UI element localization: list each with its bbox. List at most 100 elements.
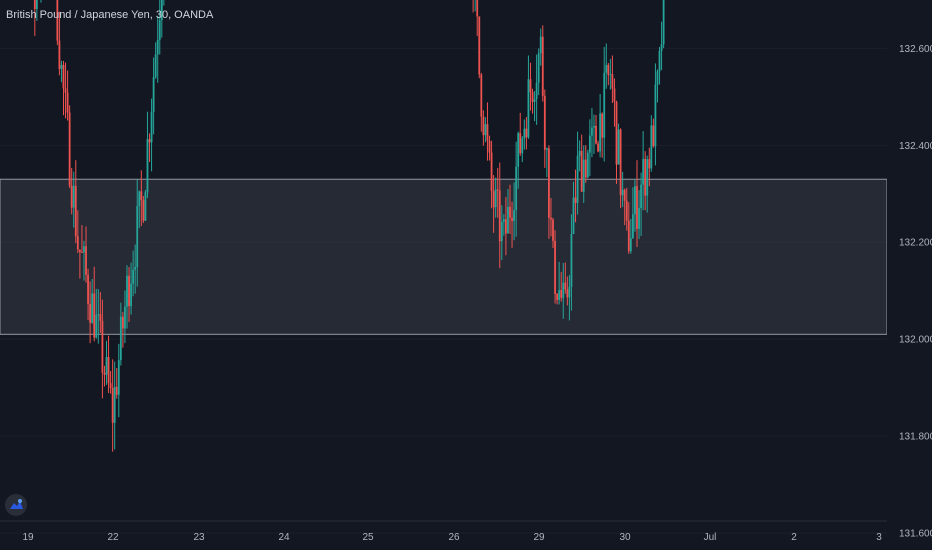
candle-body [636,186,638,229]
candle-body [117,360,120,395]
candle-body [634,186,636,215]
candle-body [511,217,513,221]
candle-body [87,274,89,304]
candle-body [576,155,579,203]
time-tick-label: 19 [22,532,34,543]
candle-body [68,112,71,186]
candle-body [644,158,647,196]
candle-body [33,0,36,10]
time-tick-label: 26 [448,532,460,543]
candle-body [609,74,612,76]
price-tick-label: 131.600 [899,529,932,540]
candle-body [652,125,655,147]
candle-body [107,357,110,384]
candle-body [627,220,630,252]
candle-body [115,386,118,395]
candle-body [78,249,81,252]
candle-body [119,316,122,361]
candle-body [515,166,518,211]
candle-body [486,124,489,141]
candle-body [152,77,155,112]
time-tick-label: 30 [619,532,631,543]
candle-body [595,125,597,144]
candle-body [574,197,577,203]
candle-body [631,214,634,239]
candle-body [97,314,100,316]
candle-body [629,238,632,252]
candle-body [56,0,59,41]
candle-body [656,71,659,85]
candle-body [584,159,587,178]
candle-body [566,289,569,298]
candle-body [478,16,481,75]
candle-body [83,246,85,253]
price-tick-label: 132.400 [899,141,932,152]
candle-body [91,293,94,323]
candle-body [109,383,112,388]
candle-body [160,0,163,21]
candle-body [537,53,540,83]
candle-body [582,159,585,192]
candle-body [535,82,538,100]
candle-body [70,185,73,208]
candle-body [72,185,75,208]
candle-body [599,113,602,152]
candle-body [513,210,515,221]
candle-body [507,206,509,234]
candle-body [126,275,128,307]
candle-body [621,189,624,196]
candle-body [93,293,96,338]
candle-body [586,152,589,178]
candle-body [591,127,593,136]
candle-body [140,191,143,201]
candle-body [150,111,153,143]
candle-body [81,251,83,253]
time-tick-label: 2 [791,532,797,543]
candle-body [539,36,542,54]
candle-body [134,266,137,270]
tradingview-logo-icon[interactable] [5,494,27,516]
candle-body [500,221,503,242]
price-axis-panel[interactable] [887,0,932,550]
candle-body [580,150,583,192]
candle-body [505,219,507,234]
candle-body [623,189,626,201]
time-tick-label: Jul [704,532,717,543]
candle-body [568,286,571,298]
candle-body [482,116,485,136]
zones-layer [0,178,888,335]
candle-body [578,150,581,156]
candle-body [527,79,530,138]
candle-body [496,189,499,191]
candle-body [156,39,159,55]
candle-body [548,148,550,218]
candle-body [136,205,139,267]
candle-body [541,36,544,96]
candle-body [105,357,108,375]
candle-body [603,72,606,138]
candle-body [625,200,628,221]
candle-body [111,387,114,423]
candle-body [121,316,124,329]
candle-body [146,139,149,193]
candle-body [523,128,526,139]
candle-body [66,92,69,113]
candle-body [76,236,79,250]
candle-body [517,133,520,167]
candle-body [103,372,106,375]
candle-body [550,217,552,220]
candle-body [85,246,87,275]
candle-body [525,128,528,138]
candle-body [613,88,616,102]
candle-body [74,185,77,237]
time-tick-label: 3 [876,532,882,543]
support-zone[interactable] [0,178,888,335]
candle-body [480,74,483,117]
candle-body [144,192,147,221]
candle-body [490,152,493,192]
candle-body [654,84,657,147]
candle-body [148,139,151,143]
candle-body [605,64,608,73]
candle-body [560,290,563,298]
